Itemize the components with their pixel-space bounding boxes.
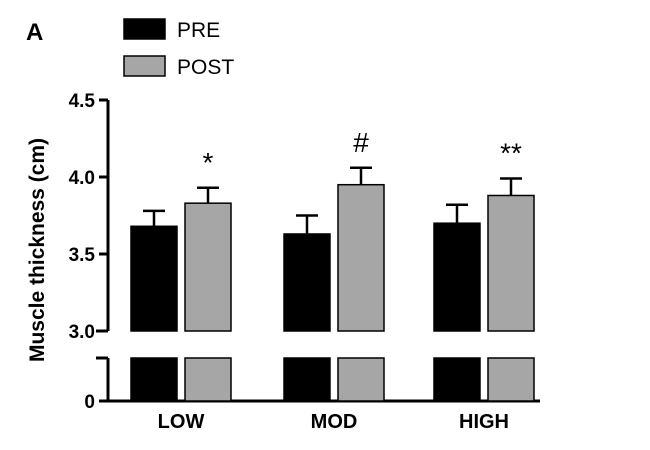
y-tick-label: 4.0 (69, 168, 95, 189)
y-axis-label: Muscle thickness (cm) (26, 138, 49, 362)
significance-marker: # (353, 127, 369, 158)
legend-swatch-post (123, 55, 166, 77)
bar-lower-pre-high (433, 357, 481, 402)
y-tick-label: 4.5 (69, 91, 96, 112)
y-tick-label-zero: 0 (84, 392, 95, 413)
legend-swatch-pre (123, 18, 166, 40)
panel-label: A (26, 19, 43, 46)
significance-marker: ** (500, 138, 522, 169)
legend-label-pre: PRE (177, 19, 220, 42)
bar-post-mod (337, 183, 385, 332)
significance-marker: * (203, 147, 214, 178)
bars (130, 166, 535, 402)
bar-lower-pre-mod (283, 357, 331, 402)
legend: PRE POST (123, 18, 234, 79)
bar-pre-low (130, 225, 178, 332)
annotations: * # ** (203, 127, 522, 178)
x-category-label: MOD (311, 411, 358, 433)
bar-post-low (184, 202, 232, 332)
bar-lower-post-mod (337, 357, 385, 402)
y-tick-label: 3.5 (69, 245, 96, 266)
bar-lower-post-low (184, 357, 232, 402)
bar-lower-pre-low (130, 357, 178, 402)
x-category-label: LOW (158, 411, 205, 433)
legend-label-post: POST (177, 56, 234, 79)
y-tick-label: 3.0 (69, 322, 95, 343)
bar-pre-mod (283, 233, 331, 332)
bar-post-high (487, 194, 535, 332)
y-ticks: 3.0 3.5 4.0 4.5 0 (69, 91, 108, 413)
bar-lower-post-high (487, 357, 535, 402)
x-categories: LOW MOD HIGH (158, 411, 509, 433)
bar-pre-high (433, 222, 481, 332)
x-category-label: HIGH (459, 411, 509, 433)
